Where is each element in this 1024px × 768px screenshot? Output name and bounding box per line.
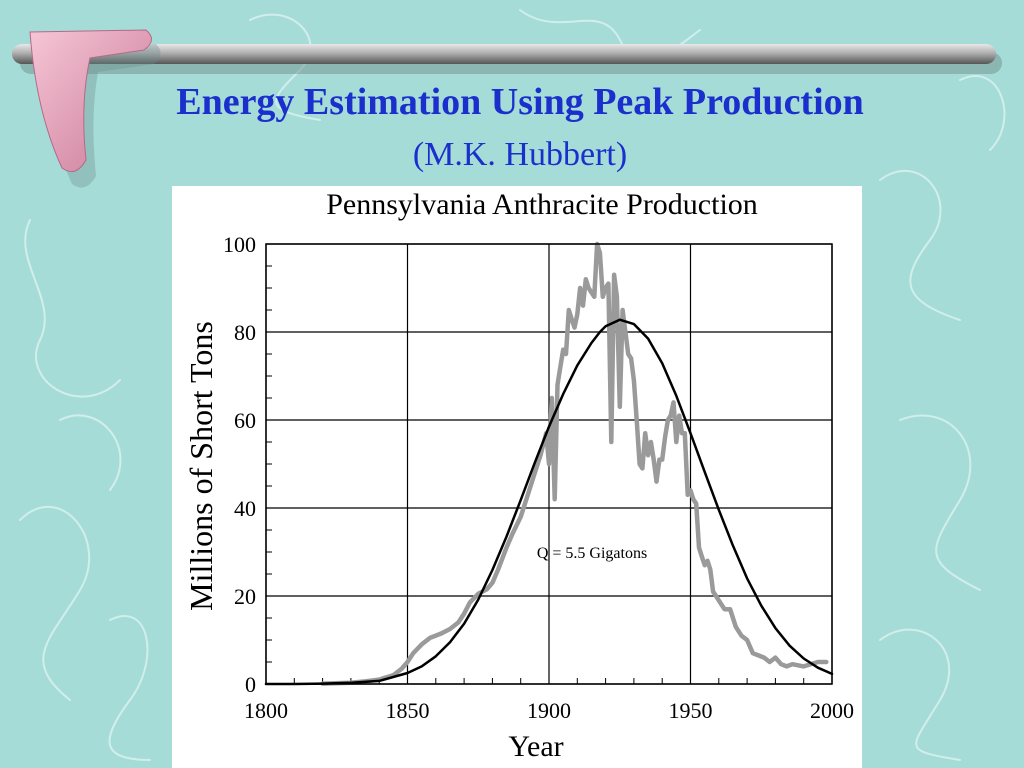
slide-rod-decoration [12,29,1002,188]
y-tick-label: 80 [234,320,256,345]
y-axis-label: Millions of Short Tons [183,321,219,611]
x-tick-label: 1900 [527,698,571,723]
y-tick-label: 0 [245,672,256,697]
chart-title: Pennsylvania Anthracite Production [326,188,758,221]
tick-labels: 1800 1850 1900 1950 2000 0 20 40 60 80 100 [223,232,854,723]
x-tick-label: 1950 [669,698,713,723]
chart-panel: Pennsylvania Anthracite Production Milli… [172,186,862,768]
swirl-decoration [879,169,961,321]
series-line-fit [264,318,834,686]
annotation-label: Q = 5.5 Gigatons [537,545,647,562]
swirl-decoration [108,615,151,761]
swirl-decoration [879,628,961,761]
x-tick-label: 2000 [810,698,854,723]
x-tick-label: 1850 [386,698,430,723]
swirl-decoration [24,219,121,398]
swirl-decoration [899,414,981,591]
series-group [264,241,834,686]
slide-subtitle: (M.K. Hubbert) [412,136,628,173]
x-tick-label: 1800 [244,698,288,723]
boomerang-decoration [29,29,152,173]
slide-title: Energy Estimation Using Peak Production [176,81,864,123]
swirl-decoration [59,414,122,491]
x-axis-label: Year [508,730,563,763]
y-tick-label: 20 [234,584,256,609]
series-line-actual [320,241,829,686]
y-tick-label: 100 [223,232,256,257]
swirl-decoration [959,75,1006,151]
plot-frame [265,243,833,685]
swirl-decoration [19,505,91,701]
y-tick-label: 40 [234,496,256,521]
y-tick-label: 60 [234,408,256,433]
rod-bar [12,44,996,64]
chart-svg: Pennsylvania Anthracite Production Milli… [183,188,854,763]
